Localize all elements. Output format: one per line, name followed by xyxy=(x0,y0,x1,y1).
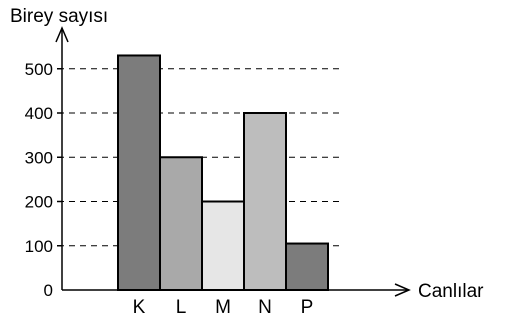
x-tick-label-M: M xyxy=(215,297,231,318)
axes xyxy=(55,26,411,297)
x-tick-label-P: P xyxy=(301,297,314,318)
x-axis-label: Canlılar xyxy=(418,281,484,302)
bar-P xyxy=(285,242,329,292)
bars xyxy=(117,54,329,292)
y-tick-label-500: 500 xyxy=(25,60,53,79)
y-axis-arrow xyxy=(55,26,69,43)
y-tick-label-100: 100 xyxy=(25,237,53,256)
y-tick-label-200: 200 xyxy=(25,193,53,212)
bar-K xyxy=(117,54,161,291)
y-tick-labels: 0 100 200 300 400 500 xyxy=(25,60,62,300)
y-tick-label-300: 300 xyxy=(25,148,53,167)
x-tick-label-N: N xyxy=(258,297,272,318)
x-tick-label-L: L xyxy=(176,297,187,318)
y-tick-label-0: 0 xyxy=(44,281,53,300)
y-axis-label: Birey sayısı xyxy=(10,6,108,27)
x-axis-arrow xyxy=(394,283,411,297)
y-tick-label-400: 400 xyxy=(25,104,53,123)
bar-N xyxy=(243,112,287,291)
x-tick-label-K: K xyxy=(133,297,146,318)
bar-M xyxy=(201,200,245,291)
bar-L xyxy=(159,156,203,291)
